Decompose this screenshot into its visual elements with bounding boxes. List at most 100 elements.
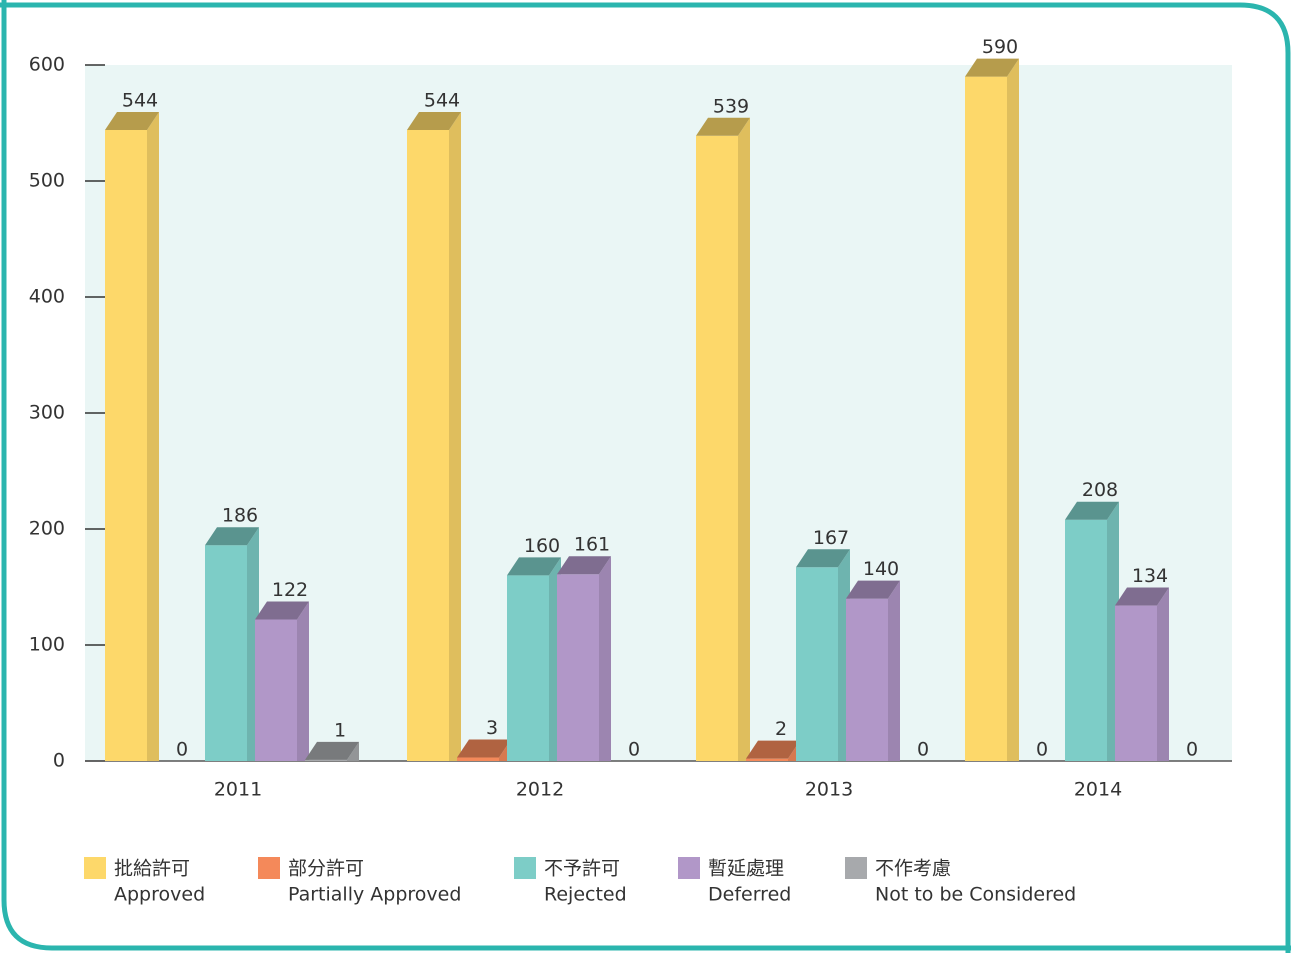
bar-front xyxy=(305,759,347,761)
x-tick-label: 2014 xyxy=(1074,779,1122,801)
bar-front xyxy=(105,129,147,761)
bar-top xyxy=(696,117,750,136)
legend-label: 不予許可 xyxy=(544,858,620,880)
y-tick-label: 100 xyxy=(29,634,65,656)
legend-swatch xyxy=(678,857,700,879)
bar-side xyxy=(297,601,309,761)
bar xyxy=(965,58,1019,762)
bar-side xyxy=(347,741,359,761)
bar xyxy=(1115,587,1169,761)
bar-front xyxy=(846,598,888,761)
bar-side xyxy=(1157,587,1169,761)
bar-top xyxy=(557,556,611,575)
legend-label: Rejected xyxy=(544,884,627,906)
bar-top xyxy=(457,739,511,758)
value-label: 539 xyxy=(713,95,749,117)
y-tick-label: 500 xyxy=(29,170,65,192)
value-label: 2 xyxy=(775,718,787,740)
value-label: 140 xyxy=(863,558,899,580)
bar-side xyxy=(1007,58,1019,762)
y-tick-label: 300 xyxy=(29,402,65,424)
legend-swatch xyxy=(514,857,536,879)
bar-top xyxy=(846,580,900,599)
bar xyxy=(507,557,561,761)
value-label: 208 xyxy=(1082,479,1118,501)
bar-side xyxy=(888,580,900,761)
legend-swatch xyxy=(84,857,106,879)
bar xyxy=(1065,501,1119,761)
bar-side xyxy=(449,111,461,761)
bar-front xyxy=(407,129,449,761)
bar-side xyxy=(738,117,750,761)
bar-side xyxy=(599,556,611,761)
value-label: 0 xyxy=(917,739,929,761)
bar-front xyxy=(457,757,499,761)
value-label: 0 xyxy=(1186,739,1198,761)
bar-front xyxy=(255,619,297,761)
value-label: 1 xyxy=(334,719,346,741)
bar-side xyxy=(147,111,159,761)
bar-top xyxy=(1115,587,1169,606)
bar-front xyxy=(965,76,1007,762)
bar-front xyxy=(507,575,549,761)
bar-front xyxy=(1065,519,1107,761)
y-tick-label: 200 xyxy=(29,518,65,540)
bar-top xyxy=(746,740,800,759)
legend-label: 暫延處理 xyxy=(708,858,784,880)
bar-top xyxy=(507,557,561,576)
bar-top xyxy=(105,111,159,130)
bar-top xyxy=(255,601,309,620)
legend-label: Partially Approved xyxy=(288,884,461,906)
bar-top xyxy=(796,549,850,568)
bar-front xyxy=(205,545,247,761)
bar xyxy=(407,111,461,761)
value-label: 0 xyxy=(176,739,188,761)
y-tick-label: 600 xyxy=(29,54,65,76)
legend-swatch xyxy=(845,857,867,879)
legend-label: Not to be Considered xyxy=(875,884,1076,906)
bar-front xyxy=(746,758,788,761)
value-label: 186 xyxy=(222,505,258,527)
bar-front xyxy=(557,574,599,761)
bar-top xyxy=(407,111,461,130)
x-tick-label: 2011 xyxy=(214,779,262,801)
legend-label: 不作考慮 xyxy=(875,858,951,880)
value-label: 0 xyxy=(1036,739,1048,761)
bar xyxy=(796,549,850,761)
value-label: 160 xyxy=(524,535,560,557)
bar xyxy=(696,117,750,761)
bar-top xyxy=(205,527,259,546)
value-label: 544 xyxy=(424,89,460,111)
bar-front xyxy=(796,567,838,761)
y-tick-label: 400 xyxy=(29,286,65,308)
legend-label: Approved xyxy=(114,884,205,906)
bar-front xyxy=(1115,605,1157,761)
legend-label: 部分許可 xyxy=(288,858,364,880)
legend-label: 批給許可 xyxy=(114,858,190,880)
value-label: 544 xyxy=(122,89,158,111)
y-tick-label: 0 xyxy=(53,750,65,772)
value-label: 122 xyxy=(272,579,308,601)
bar xyxy=(205,527,259,761)
bar xyxy=(105,111,159,761)
legend-swatch xyxy=(258,857,280,879)
bar xyxy=(255,601,309,761)
bar-top xyxy=(305,741,359,760)
x-tick-label: 2012 xyxy=(516,779,564,801)
bar xyxy=(305,741,359,761)
value-label: 590 xyxy=(982,36,1018,58)
bar-top xyxy=(1065,501,1119,520)
bar xyxy=(846,580,900,761)
value-label: 134 xyxy=(1132,565,1168,587)
bar-front xyxy=(696,135,738,761)
value-label: 161 xyxy=(574,534,610,556)
x-tick-label: 2013 xyxy=(805,779,853,801)
legend-label: Deferred xyxy=(708,884,791,906)
value-label: 3 xyxy=(486,717,498,739)
value-label: 167 xyxy=(813,527,849,549)
value-label: 0 xyxy=(628,739,640,761)
